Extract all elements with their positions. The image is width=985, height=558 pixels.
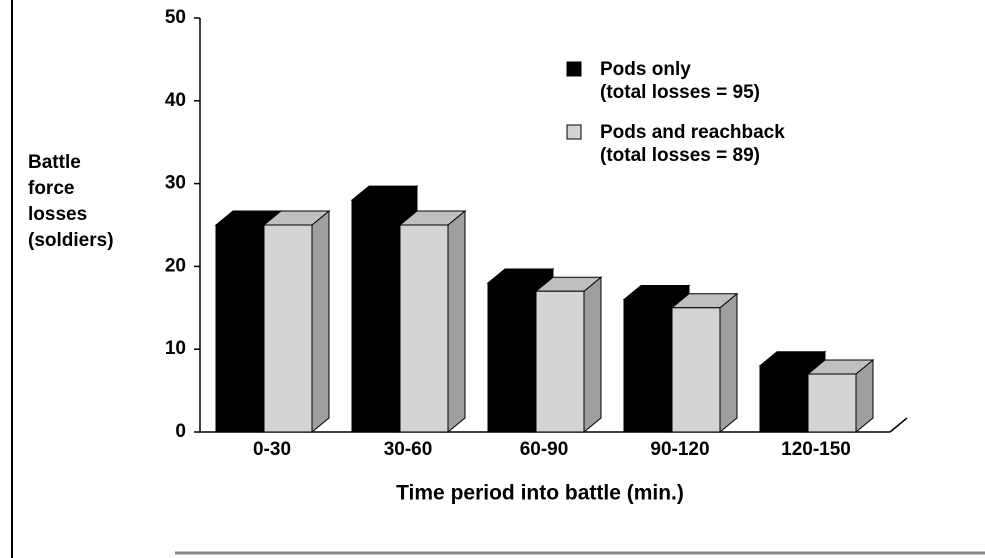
bar	[671, 307, 721, 433]
legend-detail: (total losses = 89)	[600, 145, 760, 166]
x-tick-label: 0-30	[253, 439, 291, 460]
bar-side	[583, 276, 602, 434]
x-tick-label: 90-120	[650, 439, 709, 460]
bar-side	[447, 209, 466, 434]
bar	[215, 224, 265, 433]
y-axis-label: force	[28, 178, 74, 199]
legend-swatch	[566, 124, 582, 140]
y-axis-label: (soldiers)	[28, 230, 114, 251]
y-tick-label: 20	[165, 255, 186, 276]
y-axis-label: losses	[28, 204, 87, 225]
legend-swatch	[566, 61, 582, 77]
y-tick-label: 40	[165, 90, 186, 111]
bar	[759, 365, 809, 433]
bar	[487, 282, 537, 433]
bar	[535, 290, 585, 433]
y-tick-label: 10	[165, 338, 186, 359]
bar-side	[719, 292, 738, 434]
y-tick-label: 50	[165, 7, 186, 28]
x-axis-label: Time period into battle (min.)	[396, 482, 684, 505]
legend-label: Pods and reachback	[600, 122, 785, 143]
x-axis-depth	[889, 417, 908, 433]
y-tick-label: 30	[165, 173, 186, 194]
bar	[263, 224, 313, 433]
x-tick-label: 30-60	[384, 439, 433, 460]
bar	[399, 224, 449, 433]
x-tick-label: 120-150	[781, 439, 851, 460]
y-tick-label: 0	[175, 421, 186, 442]
bar	[807, 373, 857, 433]
bar	[623, 299, 673, 433]
bar-side	[311, 209, 330, 434]
legend-label: Pods only	[600, 59, 691, 80]
x-tick-label: 60-90	[520, 439, 569, 460]
bar	[351, 199, 401, 433]
y-axis-label: Battle	[28, 152, 81, 173]
legend-detail: (total losses = 95)	[600, 82, 760, 103]
